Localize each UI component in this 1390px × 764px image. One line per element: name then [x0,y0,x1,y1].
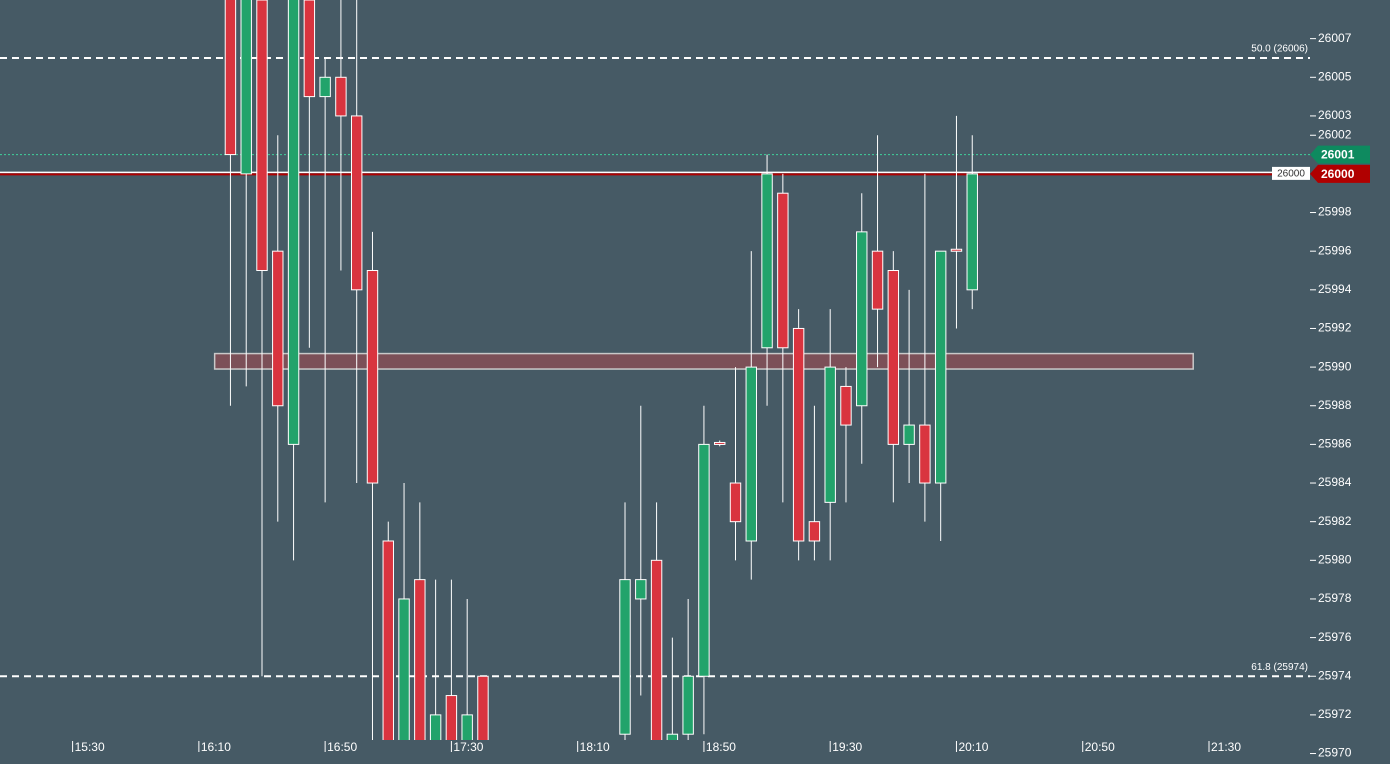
candle-body [366,269,379,484]
x-tick-label: 17:30 [453,740,483,754]
x-tick-label: 15:30 [75,740,105,754]
price-tag-label: 26000 [1321,167,1355,181]
candle-body [382,540,394,740]
plot-area [0,0,1310,740]
y-tick-label: 25972 [1318,707,1352,721]
candle-body [777,192,789,349]
x-tick-label: 16:10 [201,740,231,754]
candle-body [429,714,442,740]
y-tick-label: 25984 [1318,475,1352,489]
candle-body [335,76,347,117]
candle-body [761,173,773,349]
level-label: 61.8 (25974) [1251,662,1308,673]
y-tick-label: 26005 [1318,69,1352,83]
y-tick-label: 25996 [1318,243,1352,257]
candle-body [635,579,647,600]
price-box-label: 26000 [1277,169,1305,180]
candle-body [698,443,710,677]
y-tick-label: 26002 [1318,127,1352,141]
candle-body [682,675,694,735]
candle-body [840,385,852,426]
y-tick-label: 25988 [1318,398,1352,412]
candle-body [445,695,458,740]
y-tick-label: 25978 [1318,591,1352,605]
candle-body [856,231,868,407]
candle-body [650,559,663,740]
zone [213,352,1194,370]
candle-body [477,675,489,740]
candle-body [350,115,363,291]
y-tick-label: 26003 [1318,108,1352,122]
candle-body [887,269,900,445]
candle-body [824,366,836,503]
y-tick-label: 25980 [1318,552,1352,566]
candle-body [871,250,884,310]
candle-body [398,598,410,740]
candle-body [224,0,237,156]
candle-body [714,441,726,445]
x-tick-label: 16:50 [327,740,357,754]
candle-body [792,327,805,542]
y-tick-label: 25992 [1318,321,1352,335]
y-tick-label: 25990 [1318,359,1352,373]
candle-body [272,250,284,407]
candle-body [745,366,757,542]
candle-body [950,248,963,252]
candle-body [729,482,742,523]
y-tick-label: 26007 [1318,31,1352,45]
x-tick-label: 19:30 [832,740,862,754]
candle-body [414,579,426,740]
x-tick-label: 21:30 [1211,740,1241,754]
y-tick-label: 25982 [1318,514,1352,528]
candle-body [966,173,978,291]
x-tick-label: 18:50 [706,740,736,754]
candle-body [919,424,931,484]
y-tick-label: 25994 [1318,282,1352,296]
y-tick-label: 25986 [1318,437,1352,451]
level-label: 50.0 (26006) [1251,44,1308,55]
candle-body [319,76,331,98]
x-tick-label: 18:10 [580,740,610,754]
candle-body [666,733,679,740]
candle-body [256,0,268,271]
price-tag [1310,164,1370,183]
candle-body [303,0,316,98]
y-tick-label: 25998 [1318,205,1352,219]
x-tick-label: 20:50 [1085,740,1115,754]
y-tick-label: 25974 [1318,668,1352,682]
price-tag [1310,145,1370,164]
candle-body [934,250,947,484]
candle-body [903,424,915,445]
candle-body [287,0,300,445]
candle-body [240,0,252,175]
x-tick-label: 20:10 [958,740,988,754]
price-tag-label: 26001 [1321,148,1355,162]
candle-body [619,579,631,735]
y-tick-label: 25976 [1318,630,1352,644]
price-box [1272,166,1310,180]
y-tick-label: 25970 [1318,746,1352,760]
axes: 26007 26005 26003 26002 25998 25996 25994 25992… [72,31,1370,760]
candle-body [461,714,473,740]
candle-body [808,521,821,542]
